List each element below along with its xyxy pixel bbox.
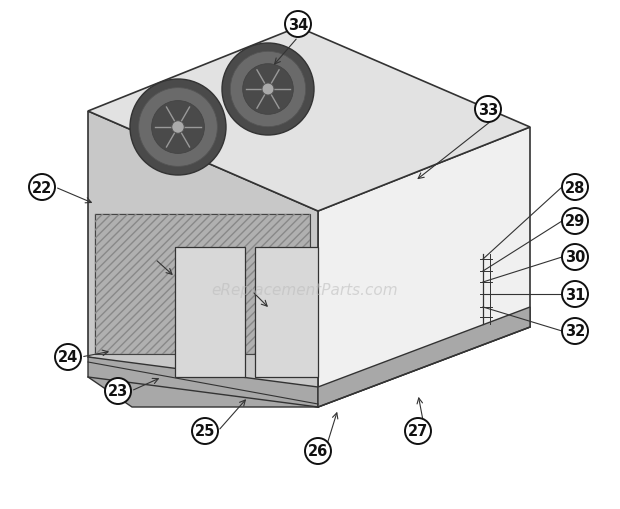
- Circle shape: [475, 97, 501, 123]
- Circle shape: [562, 244, 588, 270]
- Text: 29: 29: [565, 214, 585, 229]
- Circle shape: [130, 80, 226, 176]
- Circle shape: [55, 344, 81, 370]
- Text: 33: 33: [478, 102, 498, 117]
- Circle shape: [230, 52, 306, 127]
- Circle shape: [305, 438, 331, 464]
- Circle shape: [562, 175, 588, 201]
- Polygon shape: [175, 247, 245, 377]
- Text: 22: 22: [32, 180, 52, 195]
- Circle shape: [242, 65, 293, 115]
- Circle shape: [139, 89, 218, 167]
- Text: 30: 30: [565, 250, 585, 265]
- Circle shape: [192, 418, 218, 444]
- Circle shape: [562, 209, 588, 235]
- Circle shape: [405, 418, 431, 444]
- Text: 23: 23: [108, 384, 128, 399]
- Text: 27: 27: [408, 423, 428, 439]
- Text: eReplacementParts.com: eReplacementParts.com: [211, 282, 398, 297]
- Text: 31: 31: [565, 287, 585, 302]
- Circle shape: [172, 122, 184, 134]
- Text: 24: 24: [58, 350, 78, 365]
- Polygon shape: [88, 28, 530, 212]
- Text: 25: 25: [195, 423, 215, 439]
- Polygon shape: [318, 128, 530, 407]
- Circle shape: [262, 84, 274, 96]
- Polygon shape: [95, 215, 310, 354]
- Circle shape: [105, 378, 131, 404]
- Polygon shape: [88, 357, 318, 407]
- Circle shape: [29, 175, 55, 201]
- Polygon shape: [318, 307, 530, 407]
- Polygon shape: [88, 112, 318, 407]
- Circle shape: [152, 101, 205, 154]
- Circle shape: [222, 44, 314, 136]
- Text: 34: 34: [288, 17, 308, 33]
- Circle shape: [285, 12, 311, 38]
- Text: 28: 28: [565, 180, 585, 195]
- Circle shape: [562, 281, 588, 307]
- Polygon shape: [255, 247, 318, 377]
- Text: 32: 32: [565, 324, 585, 339]
- Circle shape: [562, 318, 588, 344]
- Text: 26: 26: [308, 444, 328, 459]
